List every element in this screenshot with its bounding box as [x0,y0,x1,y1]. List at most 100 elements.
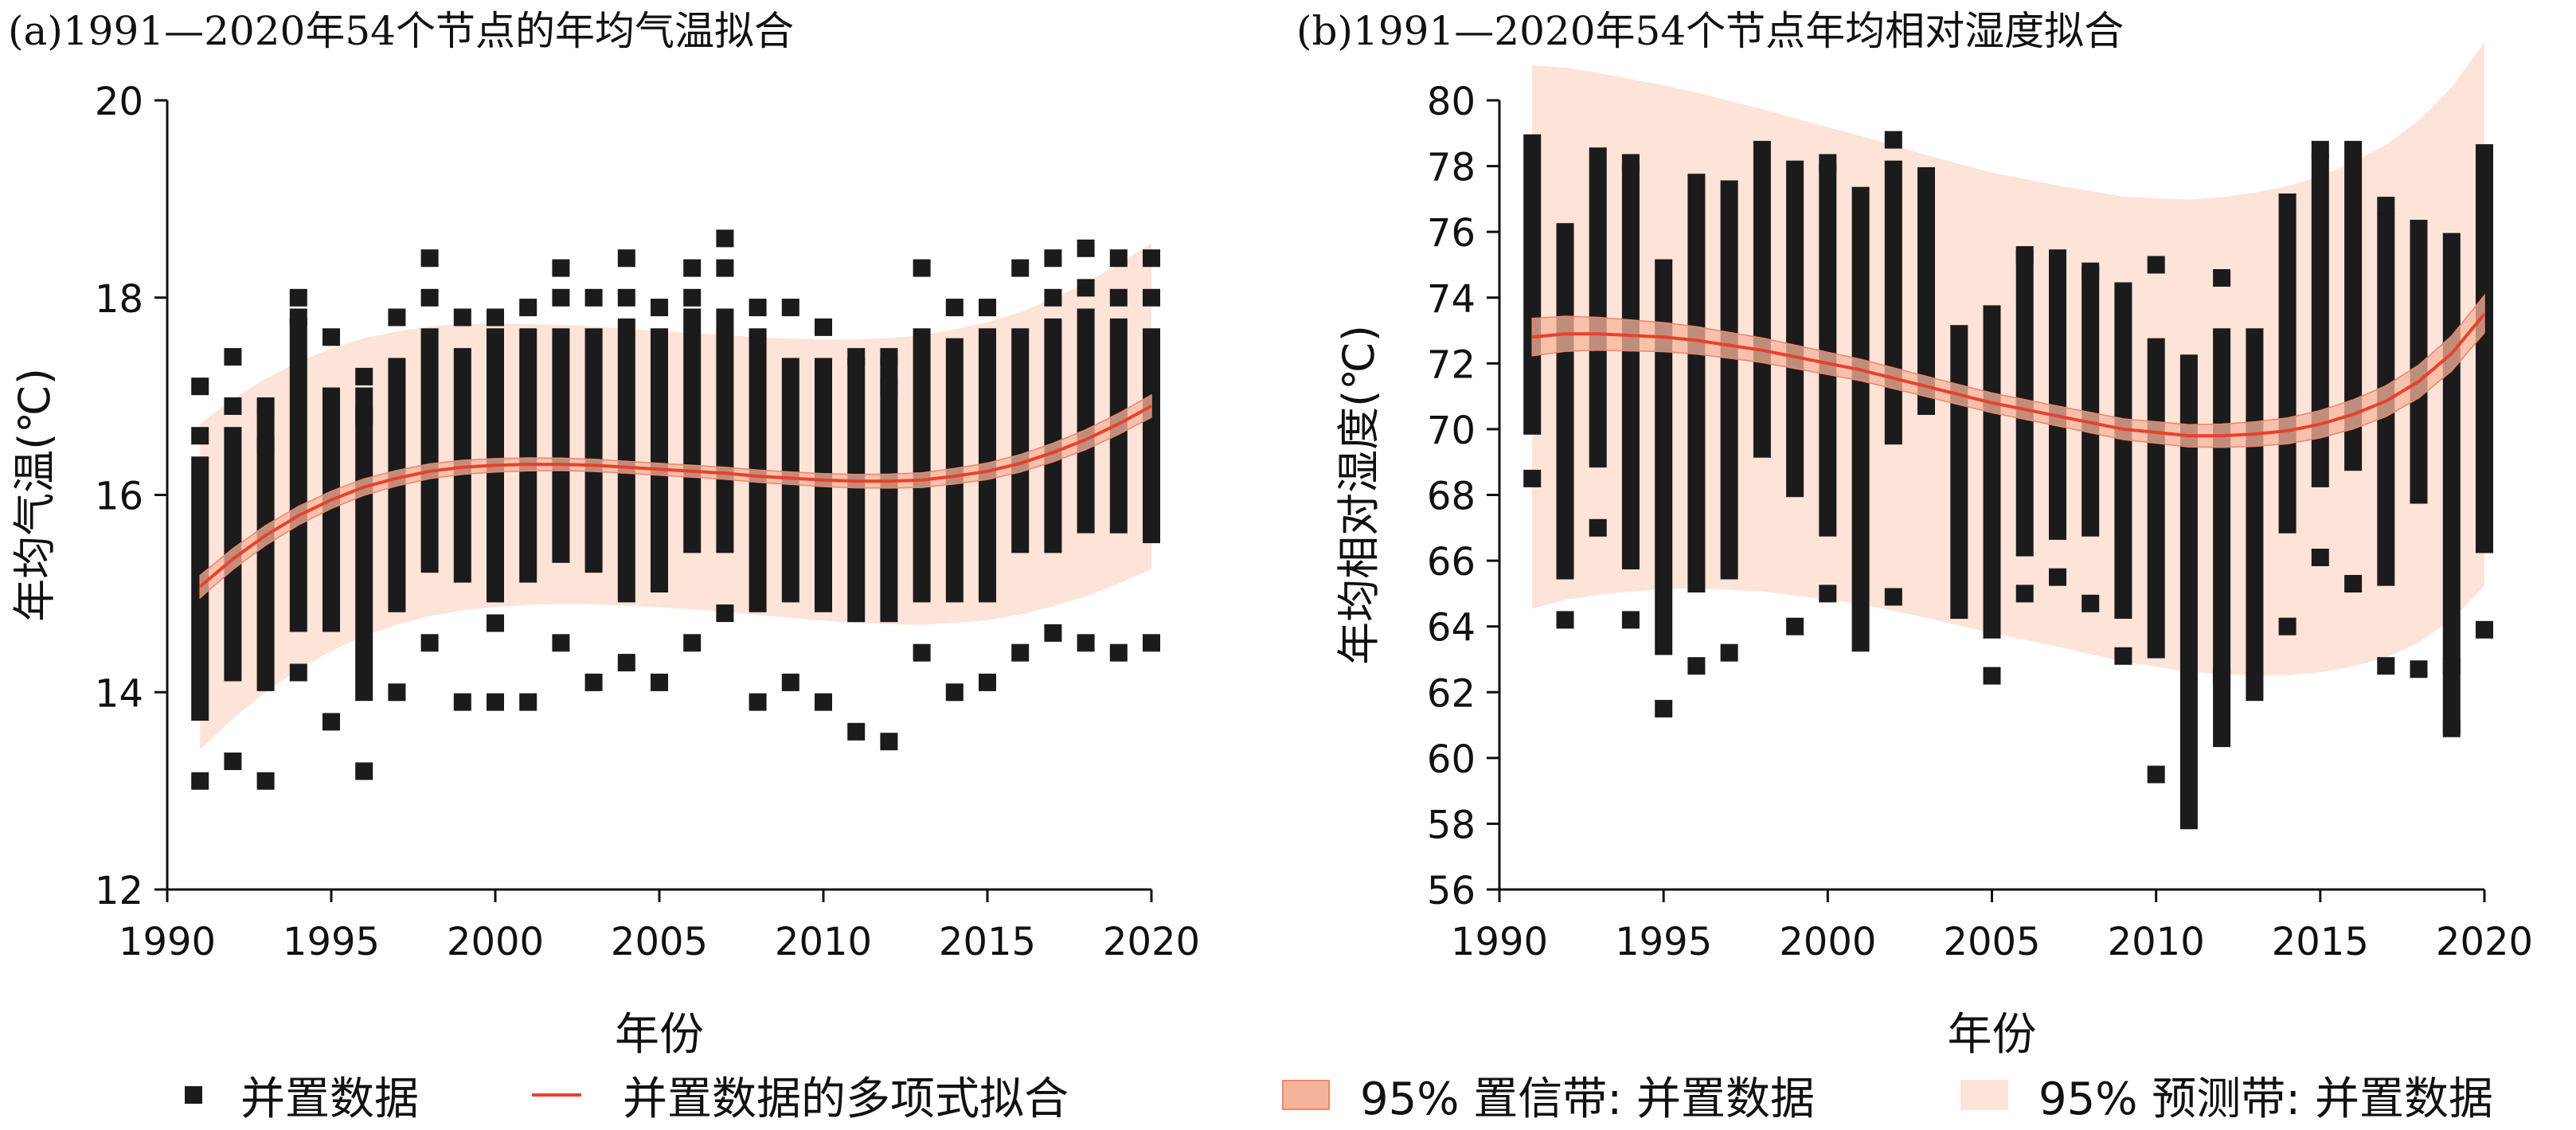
data-column [880,358,898,623]
x-tick-label: 1995 [283,920,380,964]
data-point [716,229,734,248]
data-point [2344,575,2363,592]
data-column [2179,354,2198,830]
y-tick-label: 68 [1427,475,1476,519]
y-tick-label: 76 [1427,211,1476,256]
data-point [880,377,898,396]
data-point [1044,249,1062,268]
data-point [1786,617,1804,635]
legend-item-fit: 并置数据的多项式拟合 [532,1063,1069,1127]
data-point [1589,518,1607,537]
data-column [1851,186,1870,652]
data-column [584,328,603,573]
data-point [1109,249,1128,268]
data-column [1753,140,1771,458]
data-column [2049,249,2066,540]
data-point [487,693,504,711]
fit-line [1532,313,2486,438]
data-point [388,308,406,326]
data-point [683,288,702,307]
data-point [1720,643,1738,662]
x-tick-label: 2005 [1943,920,2040,964]
data-point [289,288,307,307]
data-column [1884,160,1902,445]
data-point [913,643,931,662]
data-column [1786,160,1804,498]
data-point [1077,634,1095,652]
data-column [1556,223,1574,580]
data-point [815,318,832,336]
data-point [945,299,964,317]
data-point [1011,259,1030,277]
data-point [519,299,537,317]
data-column [2114,282,2132,619]
x-tick-label: 2020 [2436,920,2533,964]
y-axis-label: 年均相对湿度(℃) [1334,325,1384,665]
data-point [420,288,439,307]
prediction-band [1532,42,2484,676]
x-tick-label: 1990 [1451,920,1548,964]
data-point [487,614,504,632]
data-point [2213,667,2231,685]
data-point [256,772,275,790]
legend-fit-label: 并置数据的多项式拟合 [623,1073,1069,1125]
data-point [979,299,996,317]
data-point [322,713,340,731]
data-point [191,772,209,790]
data-point [191,427,209,445]
data-column [1621,163,1640,570]
y-tick-label: 70 [1427,409,1476,453]
x-tick-label: 2000 [1779,920,1876,964]
data-column [2278,194,2297,534]
data-column [322,387,340,632]
data-point [2377,657,2395,675]
legend-prediction-label: 95% 预测带: 并置数据 [2039,1073,2493,1125]
data-point [617,288,635,307]
y-tick-label: 80 [1427,80,1476,124]
data-point [880,733,898,751]
data-point [224,348,242,366]
data-point [2311,549,2329,566]
data-column [1011,328,1030,553]
data-point [1884,131,1902,149]
data-point [683,634,702,652]
data-point [617,654,635,672]
data-point [716,259,734,277]
data-point [224,397,242,415]
data-column [2246,328,2264,702]
y-axis-label: 年均气温(℃) [10,368,60,622]
data-point [683,259,702,277]
y-tick-label: 66 [1427,540,1476,585]
data-point [224,753,242,770]
x-tick-label: 2010 [2108,920,2205,964]
data-point [1819,585,1837,603]
data-point [2278,617,2297,635]
data-point [552,634,570,652]
data-point [2442,657,2461,675]
data-column [913,328,931,603]
legend-fit-line [532,1093,581,1097]
data-column [1143,328,1160,544]
data-column [1589,147,1607,468]
x-tick-label: 2015 [939,920,1036,964]
data-point [552,259,570,277]
data-point [2147,256,2165,274]
data-point [552,288,570,307]
data-point [749,693,767,711]
data-point [2147,765,2165,784]
legend-confidence-label: 95% 置信带: 并置数据 [1360,1073,1815,1125]
data-point [2114,647,2132,665]
legend-item-prediction: 95% 预测带: 并置数据 [1960,1063,2493,1127]
data-point [256,436,275,455]
data-point [1011,643,1030,662]
legend-item-points: 并置数据 [185,1063,419,1127]
data-point [847,722,866,741]
data-point [749,299,767,317]
data-point [453,308,471,326]
data-column [1819,163,1837,537]
data-point [2410,660,2428,678]
x-axis-label: 年份 [1948,1009,2037,1061]
data-point [2213,269,2231,287]
y-tick-label: 58 [1427,803,1476,847]
data-point [913,259,931,277]
